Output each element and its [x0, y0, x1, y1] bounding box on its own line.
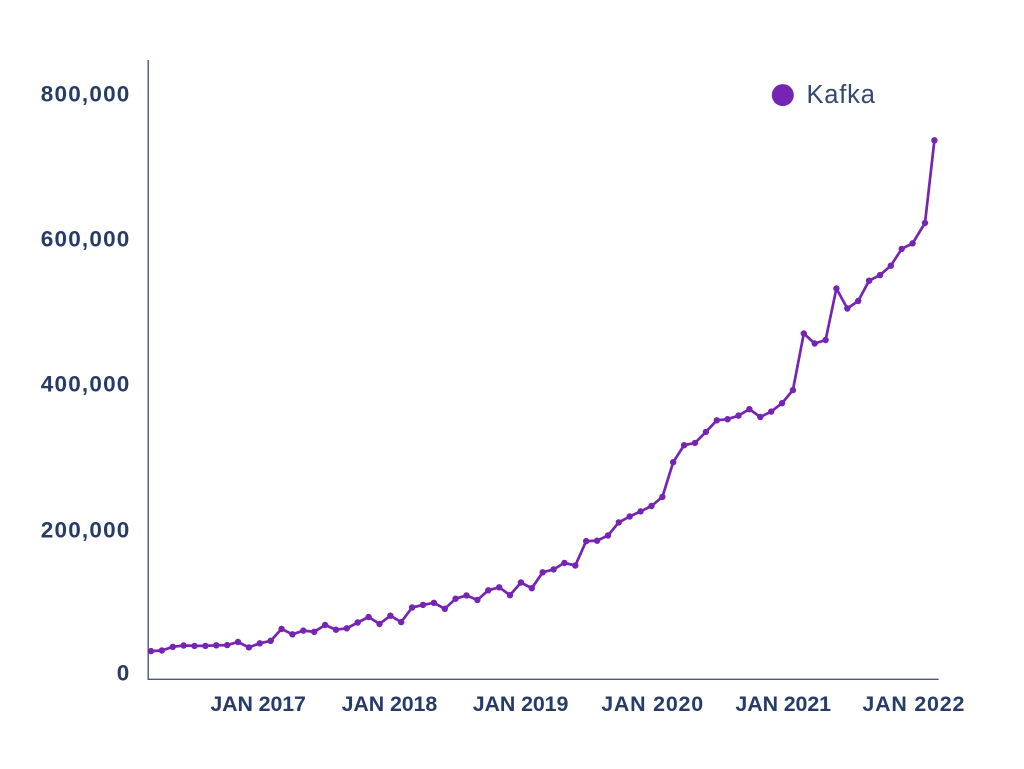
svg-text:JAN 2018: JAN 2018 [342, 692, 438, 716]
svg-text:JAN 2021: JAN 2021 [735, 692, 831, 716]
svg-text:JAN 2020: JAN 2020 [601, 692, 704, 716]
svg-text:400,000: 400,000 [41, 372, 131, 397]
svg-text:800,000: 800,000 [41, 82, 131, 107]
svg-text:200,000: 200,000 [41, 517, 131, 542]
svg-text:JAN 2019: JAN 2019 [473, 692, 569, 716]
svg-text:JAN 2022: JAN 2022 [862, 692, 965, 716]
svg-text:0: 0 [117, 660, 131, 685]
svg-text:Kafka: Kafka [807, 81, 876, 109]
svg-text:JAN 2017: JAN 2017 [210, 692, 306, 716]
svg-text:600,000: 600,000 [41, 226, 131, 251]
